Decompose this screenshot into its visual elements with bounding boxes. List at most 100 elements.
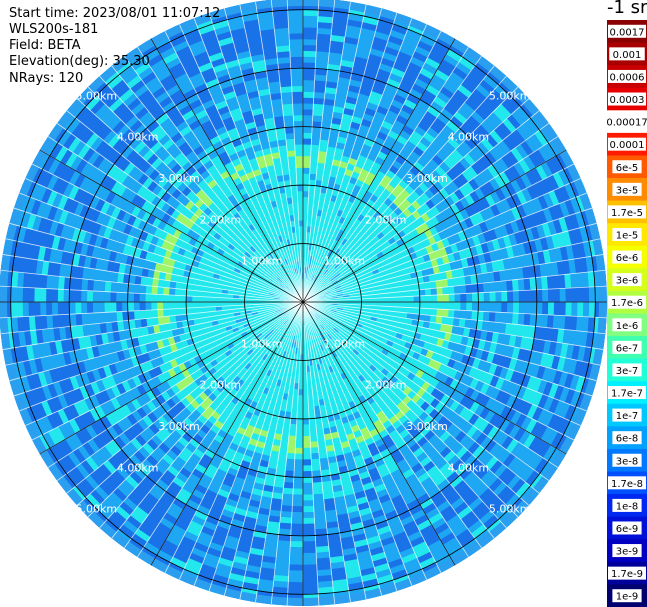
beta-cell: [103, 291, 111, 303]
beta-cell: [297, 395, 304, 402]
beta-cell: [453, 309, 461, 319]
beta-cell: [302, 15, 319, 23]
beta-cell: [293, 476, 304, 484]
beta-cell: [68, 301, 76, 315]
beta-cell: [127, 292, 135, 303]
beta-cell: [309, 423, 317, 431]
beta-cell: [465, 310, 473, 321]
beta-cell: [296, 418, 304, 426]
beta-cell: [565, 301, 573, 317]
beta-cell: [302, 184, 310, 192]
beta-cell: [524, 301, 532, 315]
beta-cell: [436, 301, 444, 310]
beta-cell: [310, 149, 320, 157]
beta-cell: [288, 558, 304, 566]
beta-cell: [287, 435, 297, 443]
beta-cell: [203, 301, 210, 308]
beta-cell: [287, 587, 304, 595]
beta-cell: [302, 459, 312, 467]
beta-cell: [302, 570, 318, 578]
beta-cell: [39, 301, 47, 317]
beta-cell: [285, 458, 296, 466]
beta-cell: [302, 132, 313, 139]
beta-cell: [302, 523, 316, 531]
beta-cell: [22, 301, 29, 318]
beta-cell: [442, 294, 450, 303]
beta-cell: [289, 423, 297, 431]
beta-cell: [311, 132, 322, 140]
beta-cell: [565, 287, 573, 303]
beta-cell: [185, 295, 193, 303]
beta-cell: [302, 73, 316, 81]
beta-cell: [209, 296, 216, 303]
beta-cell: [302, 395, 309, 402]
beta-cell: [45, 288, 53, 303]
beta-cell: [16, 301, 24, 318]
beta-cell: [289, 417, 298, 425]
beta-cell: [74, 289, 82, 303]
beta-cell: [430, 287, 438, 296]
beta-cell: [115, 301, 123, 313]
beta-cell: [291, 500, 304, 507]
beta-cell: [431, 301, 438, 310]
beta-cell: [290, 523, 304, 531]
beta-cell: [289, 541, 304, 548]
beta-cell: [553, 301, 561, 316]
beta-cell: [308, 190, 315, 198]
beta-cell: [312, 487, 324, 496]
beta-cell: [407, 301, 415, 309]
beta-cell: [104, 280, 112, 293]
beta-cell: [302, 441, 311, 449]
beta-cell: [168, 294, 175, 303]
beta-cell: [80, 290, 88, 303]
beta-cell: [174, 301, 181, 310]
beta-cell: [214, 297, 222, 303]
beta-cell: [288, 429, 297, 437]
beta-cell: [191, 301, 199, 309]
beta-cell: [310, 452, 320, 460]
beta-cell: [436, 294, 444, 303]
beta-cell: [302, 137, 312, 145]
beta-cell: [133, 283, 141, 294]
beta-cell: [302, 213, 308, 221]
beta-cell: [302, 85, 315, 93]
beta-cell: [401, 296, 409, 303]
beta-cell: [150, 309, 158, 319]
beta-cell: [98, 312, 106, 324]
beta-cell: [530, 301, 538, 315]
beta-cell: [384, 301, 392, 307]
beta-cell: [302, 208, 309, 215]
beta-cell: [302, 108, 314, 116]
beta-cell: [286, 447, 296, 455]
beta-cell: [296, 412, 304, 420]
beta-cell: [302, 529, 316, 537]
beta-cell: [536, 289, 544, 303]
beta-cell: [302, 535, 316, 543]
beta-cell: [489, 291, 497, 303]
beta-cell: [482, 311, 491, 322]
beta-cell: [22, 286, 29, 303]
beta-cell: [310, 144, 320, 152]
beta-cell: [448, 293, 456, 303]
beta-cell: [287, 576, 304, 583]
beta-cell: [302, 67, 316, 75]
beta-cell: [524, 289, 532, 303]
beta-cell: [302, 178, 310, 186]
beta-cell: [302, 418, 310, 426]
beta-cell: [298, 383, 304, 391]
beta-cell: [448, 301, 456, 311]
beta-cell: [86, 290, 94, 303]
beta-cell: [180, 288, 188, 297]
beta-cell: [311, 126, 322, 134]
beta-cell: [103, 301, 111, 313]
beta-cell: [460, 301, 468, 311]
beta-cell: [471, 310, 479, 321]
beta-cell: [302, 26, 318, 34]
beta-cell: [139, 284, 147, 295]
beta-cell: [39, 287, 47, 303]
beta-cell: [302, 126, 313, 134]
beta-cell: [312, 493, 325, 501]
beta-cell: [156, 286, 164, 296]
beta-cell: [292, 488, 304, 496]
beta-cell: [466, 292, 473, 303]
